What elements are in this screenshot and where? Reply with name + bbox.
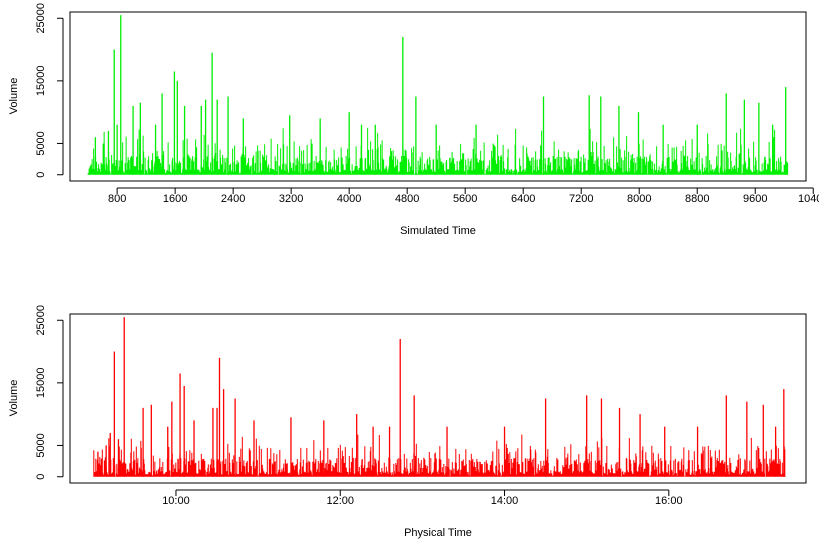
y-axis: 0 5000 15000 25000 bbox=[35, 3, 64, 178]
y-axis-label: Volume bbox=[8, 78, 20, 115]
volume-series-green bbox=[87, 15, 789, 175]
x-tick-label: 6400 bbox=[511, 193, 535, 205]
x-tick-label: 5600 bbox=[453, 193, 477, 205]
x-tick-label: 4000 bbox=[337, 193, 361, 205]
y-tick-label: 15000 bbox=[35, 368, 47, 399]
x-tick-label: 9600 bbox=[743, 193, 767, 205]
y-tick-label: 0 bbox=[35, 474, 47, 480]
y-tick-label: 25000 bbox=[35, 3, 47, 34]
x-tick-label: 7200 bbox=[569, 193, 593, 205]
volume-trace bbox=[93, 434, 786, 477]
y-tick-label: 25000 bbox=[35, 305, 47, 336]
simulated-time-chart: 800 1600 2400 3200 4000 4800 5600 6400 7200 8000 8… bbox=[8, 3, 819, 237]
plot-frame bbox=[69, 11, 807, 182]
x-tick-label: 10400 bbox=[798, 193, 819, 205]
y-tick-label: 0 bbox=[35, 172, 47, 178]
plot-frame bbox=[69, 313, 807, 484]
y-axis-label: Volume bbox=[8, 380, 20, 417]
y-tick-label: 15000 bbox=[35, 66, 47, 97]
y-tick-label: 5000 bbox=[35, 433, 47, 457]
x-axis-label: Simulated Time bbox=[400, 225, 476, 237]
x-tick-label: 1600 bbox=[163, 193, 187, 205]
x-axis-label: Physical Time bbox=[404, 527, 472, 539]
volume-series-red bbox=[93, 317, 786, 477]
x-tick-label: 16:00 bbox=[655, 495, 683, 507]
x-tick-label: 2400 bbox=[221, 193, 245, 205]
y-axis: 0 5000 15000 25000 bbox=[35, 305, 64, 480]
x-tick-label: 8000 bbox=[627, 193, 651, 205]
x-tick-label: 4800 bbox=[395, 193, 419, 205]
x-tick-label: 12:00 bbox=[326, 495, 354, 507]
x-tick-label: 3200 bbox=[279, 193, 303, 205]
x-tick-label: 10:00 bbox=[162, 495, 190, 507]
x-axis: 10:00 12:00 14:00 16:00 bbox=[162, 489, 683, 507]
x-tick-label: 8800 bbox=[685, 193, 709, 205]
physical-time-chart: 10:00 12:00 14:00 16:00 0 5000 15000 25000 Phy… bbox=[8, 305, 807, 539]
volume-trace bbox=[87, 127, 789, 175]
x-tick-label: 800 bbox=[108, 193, 126, 205]
x-axis: 800 1600 2400 3200 4000 4800 5600 6400 7200 8000 8… bbox=[108, 187, 819, 205]
y-tick-label: 5000 bbox=[35, 131, 47, 155]
x-tick-label: 14:00 bbox=[491, 495, 519, 507]
